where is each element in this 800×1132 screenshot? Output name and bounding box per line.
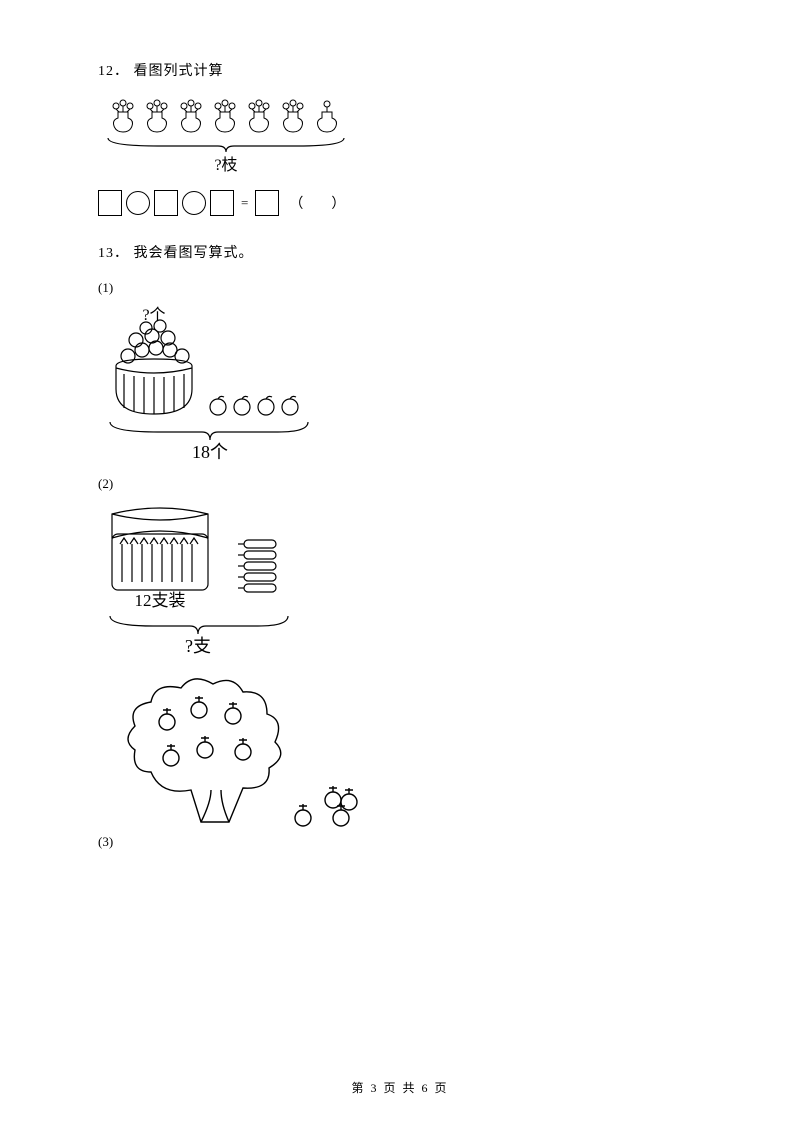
q12-number: 12． xyxy=(98,64,129,79)
equals-sign: = xyxy=(238,195,251,211)
q13-p3-row: (3) xyxy=(98,672,702,854)
q12-equation: = （ ） xyxy=(98,190,702,216)
q13-p2-label: (2) xyxy=(98,476,702,492)
q13-p3-label: (3) xyxy=(98,834,113,850)
page-footer: 第 3 页 共 6 页 xyxy=(0,1079,800,1096)
footer-text: 第 3 页 共 6 页 xyxy=(351,1081,448,1095)
q13-heading: 13． 我会看图写算式。 xyxy=(98,242,702,262)
q13-number: 13． xyxy=(98,246,129,261)
equation-circle[interactable] xyxy=(182,191,206,215)
svg-text:18个: 18个 xyxy=(192,442,228,462)
q13-p2-figure: 12支装 ?支 xyxy=(98,500,702,660)
equation-box[interactable] xyxy=(210,190,234,216)
equation-box[interactable] xyxy=(255,190,279,216)
q13-p1-label: (1) xyxy=(98,280,702,296)
svg-text:?支: ?支 xyxy=(185,636,211,656)
equation-circle[interactable] xyxy=(126,191,150,215)
equation-box[interactable] xyxy=(98,190,122,216)
svg-text:?个: ?个 xyxy=(142,306,165,324)
q13-p3-figure xyxy=(121,672,381,842)
q12-brace-label: ?枝 xyxy=(214,156,237,174)
page: 12． 看图列式计算 xyxy=(0,0,800,1132)
q12-heading: 12． 看图列式计算 xyxy=(98,60,702,80)
q12-title: 看图列式计算 xyxy=(134,64,224,79)
equation-unit-paren: （ ） xyxy=(283,193,345,213)
q12-figure: ?枝 xyxy=(98,98,702,178)
equation-box[interactable] xyxy=(154,190,178,216)
q13-title: 我会看图写算式。 xyxy=(134,246,254,261)
svg-text:12支装: 12支装 xyxy=(135,591,186,610)
q13-p1-figure: ?个 xyxy=(98,304,702,464)
